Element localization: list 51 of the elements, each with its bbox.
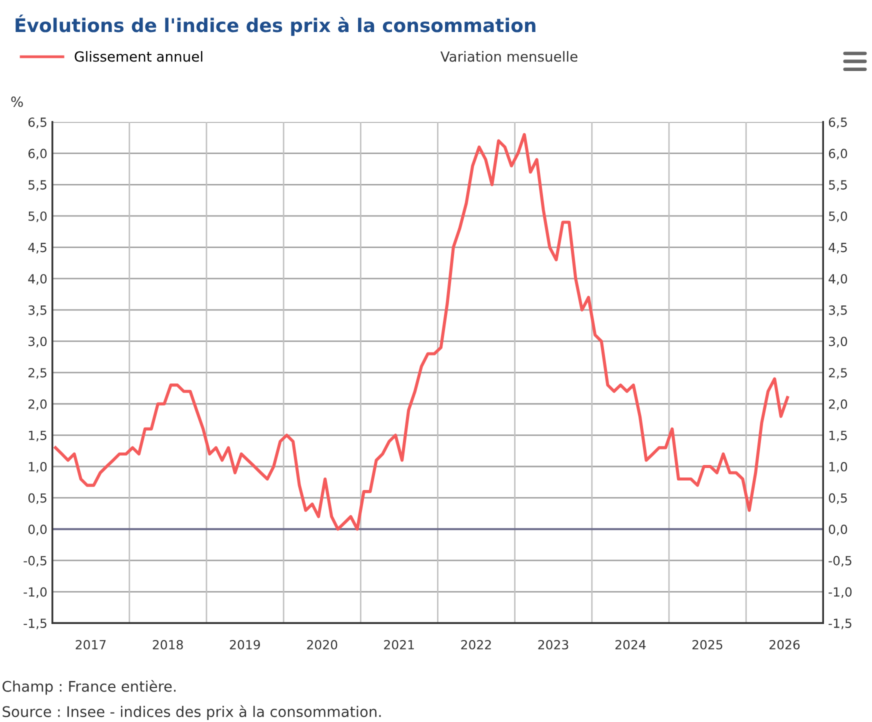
y-tick-label: -1,5 — [24, 618, 46, 630]
y-tick-label: 3,5 — [28, 305, 46, 316]
x-tick-label: 2018 — [152, 640, 183, 650]
y-axis-title: % — [11, 96, 23, 108]
y-tick-label: 0,5 — [28, 493, 46, 504]
y2-tick-label: -0,5 — [828, 556, 852, 567]
y2-tick-label: 6,5 — [828, 117, 847, 128]
y-tick-label: 5,0 — [28, 211, 47, 222]
y-tick-label: 4,5 — [28, 242, 46, 254]
y2-tick-label: 6,0 — [828, 148, 848, 160]
y-tick-label: 4,0 — [28, 274, 47, 285]
line-series — [54, 133, 790, 531]
text: Champ : France entière. — [2, 680, 176, 695]
text: Variation mensuelle — [440, 51, 578, 62]
y-tick-label: 2,0 — [28, 399, 47, 410]
x-tick-label: 2019 — [230, 640, 260, 650]
y2-tick-label: 1,5 — [829, 430, 847, 442]
y2-tick-label: 0,5 — [828, 493, 847, 504]
x-tick-label: 2022 — [461, 640, 491, 650]
y2-tick-label: 5,5 — [828, 180, 847, 191]
x-tick-label: 2024 — [615, 640, 646, 650]
x-tick-label: 2021 — [384, 640, 414, 650]
y2-tick-label: 1,0 — [829, 462, 848, 473]
y2-tick-label: 0,0 — [828, 524, 848, 536]
y2-tick-label: 4,5 — [828, 242, 847, 254]
chart-title: Évolutions de l'indice des prix à la consommation — [16, 14, 536, 36]
x-tick-label: 2025 — [692, 640, 722, 650]
legend-label: Glissement annuel — [74, 51, 202, 62]
y2-tick-label: 3,0 — [828, 336, 848, 348]
source-note: Source : Insee - indices des prix à la consommation. — [2, 705, 381, 720]
y-tick-label: 0,0 — [28, 524, 47, 536]
x-tick-label: 2026 — [770, 640, 800, 650]
x-tick-label: 2017 — [76, 640, 106, 650]
y-tick-label: 1,0 — [28, 462, 47, 473]
y2-tick-label: 4,0 — [828, 274, 848, 285]
x-tick-label: 2023 — [538, 640, 568, 650]
y2-tick-label: 2,0 — [828, 399, 848, 410]
y2-tick-label: -1,5 — [828, 618, 852, 630]
x-tick-label: 2020 — [307, 640, 338, 650]
y-tick-label: 2,5 — [28, 368, 46, 379]
y-tick-label: 6,5 — [28, 117, 46, 128]
y2-tick-label: 5,0 — [828, 211, 848, 222]
y-tick-label: -0,5 — [24, 556, 46, 567]
y-tick-label: 6,0 — [28, 148, 47, 160]
y2-tick-label: -1,0 — [828, 587, 852, 598]
y-tick-label: 3,0 — [28, 336, 47, 348]
y2-tick-label: 2,5 — [828, 368, 847, 379]
y2-tick-label: 3,5 — [828, 305, 847, 316]
y-tick-label: 1,5 — [28, 430, 46, 442]
y-tick-label: -1,0 — [24, 587, 47, 598]
y-tick-label: 5,5 — [28, 180, 46, 191]
